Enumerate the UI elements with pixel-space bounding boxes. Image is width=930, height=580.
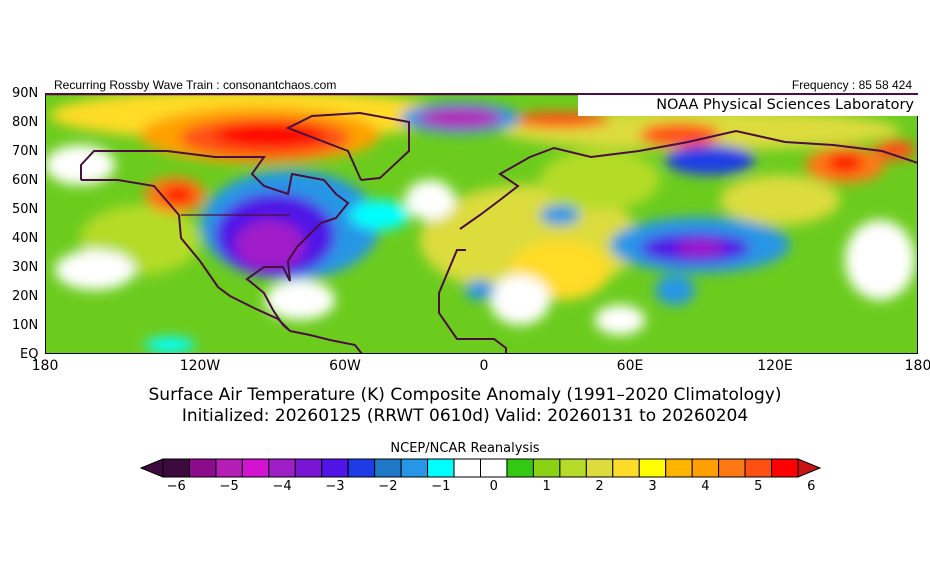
colorbar-swatch: [400, 458, 429, 478]
lat-label: 50N: [12, 202, 39, 217]
colorbar-swatch: [480, 458, 508, 478]
eurasia-outline: [459, 129, 918, 230]
lat-label: 80N: [12, 115, 39, 130]
anomaly-field: [45, 93, 915, 353]
colorbar-swatch: [532, 458, 561, 478]
colorbar-low-arrow: [140, 458, 164, 478]
map-subtitle: Initialized: 20260125 (RRWT 0610d) Valid…: [181, 406, 749, 426]
colorbar-swatch: [771, 458, 799, 478]
colorbar-swatch: [506, 458, 534, 478]
colorbar-tick-label: −6: [166, 479, 186, 494]
temperature-anomaly-map: [45, 93, 918, 354]
coastlines: [80, 111, 918, 354]
lat-label: 20N: [12, 289, 39, 304]
lon-label: 120W: [179, 358, 221, 374]
lat-label: 10N: [12, 318, 39, 333]
colorbar-swatch: [162, 458, 190, 478]
colorbar-tick-label: −5: [219, 479, 239, 494]
colorbar-swatch: [638, 458, 667, 478]
north-america-outline: [80, 150, 350, 332]
lat-label: 60N: [12, 173, 39, 188]
lon-label: 60W: [329, 358, 361, 374]
colorbar-tick-label: 3: [648, 479, 657, 494]
noaa-psl-label: NOAA Physical Sciences Laboratory: [578, 95, 918, 116]
colorbar-tick-label: 5: [754, 479, 763, 494]
lat-label: EQ: [20, 347, 39, 362]
colorbar-swatch: [188, 458, 217, 478]
colorbar-swatch: [374, 458, 402, 478]
colorbar-tick-label: 6: [807, 479, 816, 494]
lat-label: 30N: [12, 260, 39, 275]
lon-label: 60E: [616, 358, 644, 374]
lon-label: 0: [479, 358, 489, 374]
map-title: Surface Air Temperature (K) Composite An…: [148, 385, 782, 405]
colorbar: [140, 458, 822, 478]
colorbar-swatch: [718, 458, 746, 478]
colorbar-swatch: [453, 458, 481, 478]
greenland-outline: [285, 111, 410, 181]
colorbar-swatch: [215, 458, 243, 478]
colorbar-swatch: [744, 458, 773, 478]
source-credit: Recurring Rossby Wave Train : consonantc…: [54, 78, 337, 92]
colorbar-swatch: [691, 458, 720, 478]
colorbar-swatch: [268, 458, 296, 478]
colorbar-swatch: [559, 458, 587, 478]
lon-label: 120E: [757, 358, 793, 374]
south-america-outline: [289, 330, 363, 354]
colorbar-tick-label: 2: [595, 479, 604, 494]
lon-label: 180: [31, 358, 59, 374]
lat-label: 40N: [12, 231, 39, 246]
colorbar-tick-label: 1: [542, 479, 551, 494]
colorbar-swatch: [241, 458, 270, 478]
colorbar-tick-label: −4: [272, 479, 292, 494]
colorbar-swatch: [585, 458, 614, 478]
lat-label: 90N: [12, 86, 39, 101]
colorbar-tick-label: −2: [378, 479, 398, 494]
colorbar-swatch: [665, 458, 693, 478]
colorbar-high-arrow: [797, 458, 822, 478]
colorbar-swatch: [347, 458, 376, 478]
africa-outline: [438, 249, 507, 354]
frequency-label: Frequency : 85 58 424: [791, 78, 912, 92]
colorbar-tick-label: −3: [325, 479, 345, 494]
colorbar-tick-label: 4: [701, 479, 710, 494]
lat-label: 70N: [12, 144, 39, 159]
colorbar-label: NCEP/NCAR Reanalysis: [390, 441, 540, 456]
lon-label: 180: [904, 358, 930, 374]
colorbar-swatch: [321, 458, 349, 478]
colorbar-swatch: [427, 458, 455, 478]
colorbar-swatch: [294, 458, 323, 478]
colorbar-tick-label: −1: [431, 479, 451, 494]
colorbar-tick-label: 0: [489, 479, 498, 494]
colorbar-swatch: [612, 458, 640, 478]
